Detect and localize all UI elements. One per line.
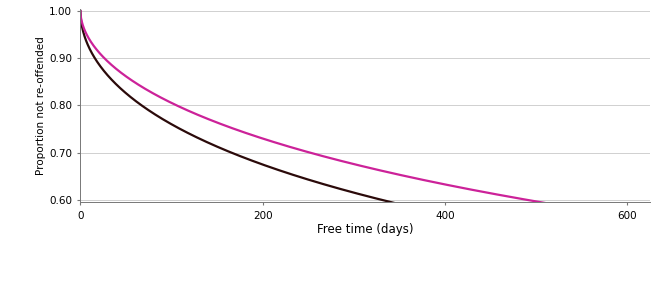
X-axis label: Free time (days): Free time (days): [317, 223, 413, 236]
Y-axis label: Proportion not re-offended: Proportion not re-offended: [36, 36, 46, 175]
